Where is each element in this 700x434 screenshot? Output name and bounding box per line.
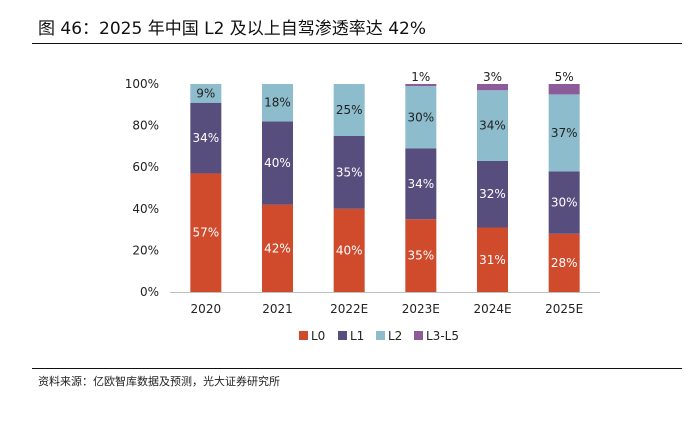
y-tick-label: 60% <box>132 160 159 174</box>
bar-segment-l1-2021 <box>262 121 293 205</box>
bar-segment-l1-2022e <box>333 136 365 209</box>
y-tick-label: 80% <box>132 119 159 133</box>
data-label-l2-2021: 18% <box>264 96 291 110</box>
bar-segment-l3-l5-2025e <box>548 84 580 95</box>
x-tick-label: 2021 <box>262 302 293 316</box>
data-label-l1-2025e: 30% <box>551 196 578 210</box>
data-label-l0-2021: 42% <box>264 241 291 255</box>
data-label-l0-2023e: 35% <box>407 249 434 263</box>
bar-segment-l1-2024e <box>477 160 508 228</box>
x-tick-label: 2022E <box>330 302 368 316</box>
bars-group <box>190 84 580 292</box>
bar-segment-l0-2024e <box>477 227 508 292</box>
bar-segment-l2-2023e <box>405 86 437 149</box>
data-label-l3-l5-2024e: 3% <box>483 70 502 84</box>
source-note: 资料来源：亿欧智库数据及预测，光大证券研究所 <box>38 375 280 388</box>
data-label-l3-l5-2025e: 5% <box>555 70 574 84</box>
axes-group: 2020 2021 2022E 2023E 2024E 2025E 0% 20% 40% 60% 8… <box>125 77 600 316</box>
data-label-l3-l5-2023e: 1% <box>411 70 430 84</box>
legend-swatch-l3-l5 <box>414 331 423 340</box>
bar-segment-l0-2022e <box>333 208 365 292</box>
data-label-l2-2024e: 34% <box>479 119 506 133</box>
chart-title: 图 46：2025 年中国 L2 及以上自驾渗透率达 42% <box>38 19 426 39</box>
data-label-l1-2021: 40% <box>264 156 291 170</box>
bar-segment-l0-2023e <box>405 219 437 292</box>
data-label-l1-2022e: 35% <box>336 165 363 179</box>
bar-segment-l2-2021 <box>262 84 293 122</box>
data-label-l2-2022e: 25% <box>336 103 363 117</box>
legend-label-l3-l5: L3-L5 <box>426 329 459 343</box>
legend-swatch-l2 <box>376 331 385 340</box>
bar-segment-l3-l5-2024e <box>477 84 508 91</box>
bar-segment-l3-l5-2023e <box>405 84 437 87</box>
x-tick-label: 2024E <box>473 302 511 316</box>
legend-label-l2: L2 <box>388 329 402 343</box>
data-label-l0-2020: 57% <box>192 226 219 240</box>
y-tick-label: 100% <box>125 77 159 91</box>
legend-swatch-l0 <box>299 331 308 340</box>
data-labels-group: 57% 34% 9% 42% 40% 18% 40% 35% 25% 35% 34% 30% 1% 31%… <box>192 70 577 270</box>
y-tick-label: 40% <box>132 202 159 216</box>
bar-segment-l2-2020 <box>190 84 222 103</box>
data-label-l1-2020: 34% <box>192 131 219 145</box>
bar-segment-l0-2020 <box>190 173 222 292</box>
data-label-l0-2024e: 31% <box>479 253 506 267</box>
y-tick-label: 20% <box>132 243 159 257</box>
data-label-l2-2020: 9% <box>196 86 215 100</box>
legend: L0 L1 L2 L3-L5 <box>299 329 459 343</box>
y-tick-label: 0% <box>140 285 159 299</box>
data-label-l1-2023e: 34% <box>407 177 434 191</box>
x-tick-label: 2023E <box>402 302 440 316</box>
legend-label-l0: L0 <box>311 329 325 343</box>
legend-label-l1: L1 <box>350 329 364 343</box>
x-tick-label: 2025E <box>545 302 583 316</box>
data-label-l0-2022e: 40% <box>336 243 363 257</box>
source-divider <box>32 368 682 369</box>
data-label-l2-2025e: 37% <box>551 126 578 140</box>
bar-segment-l1-2020 <box>190 102 222 174</box>
bar-segment-l1-2023e <box>405 148 437 220</box>
bar-segment-l0-2025e <box>548 233 580 292</box>
data-label-l1-2024e: 32% <box>479 187 506 201</box>
x-tick-label: 2020 <box>191 302 222 316</box>
legend-swatch-l1 <box>338 331 347 340</box>
bar-segment-l2-2024e <box>477 90 508 161</box>
bar-segment-l0-2021 <box>262 204 293 292</box>
bar-segment-l2-2022e <box>333 84 365 136</box>
data-label-l2-2023e: 30% <box>407 110 434 124</box>
bar-segment-l2-2025e <box>548 94 580 172</box>
data-label-l0-2025e: 28% <box>551 256 578 270</box>
bar-segment-l1-2025e <box>548 171 580 234</box>
title-divider <box>32 43 682 44</box>
